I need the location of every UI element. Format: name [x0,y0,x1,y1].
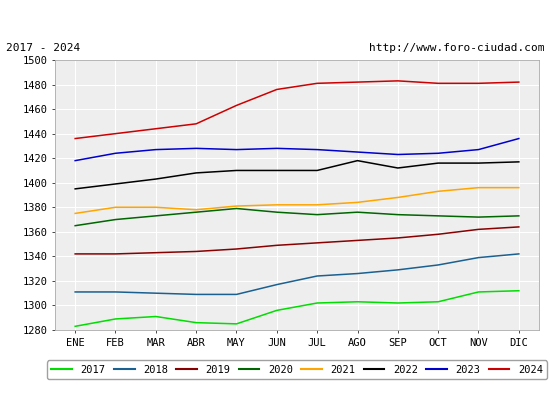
Text: Evolucion num de emigrantes en Ronda: Evolucion num de emigrantes en Ronda [122,14,428,28]
Legend: 2017, 2018, 2019, 2020, 2021, 2022, 2023, 2024: 2017, 2018, 2019, 2020, 2021, 2022, 2023… [47,360,547,379]
Text: 2017 - 2024: 2017 - 2024 [6,43,80,53]
Text: http://www.foro-ciudad.com: http://www.foro-ciudad.com [369,43,544,53]
